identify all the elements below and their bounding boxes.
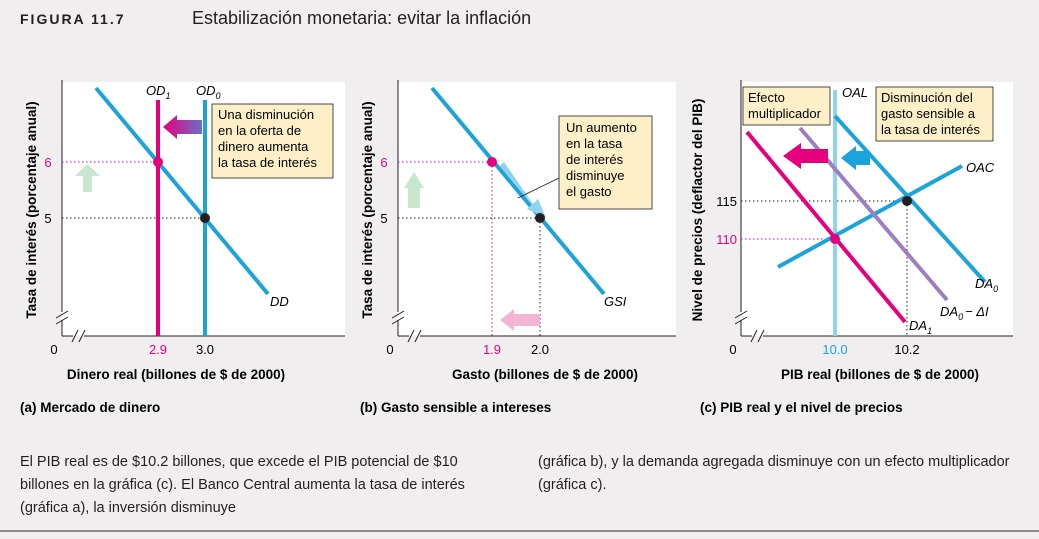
series-gsi-line <box>430 86 606 296</box>
panel-a: 0 OD1 OD0 DD 6 5 2.9 3.0 Una disminución… <box>20 80 345 415</box>
figure-header: FIGURA 11.7 Estabilización monetaria: ev… <box>0 0 1039 40</box>
series-oac-line <box>777 164 963 269</box>
x-tick-10-2: 10.2 <box>894 342 919 357</box>
panel-c: 0 OAL OAC DA0 DA0− ΔI DA1 115 110 10.0 1… <box>690 80 1013 415</box>
panel-label-a: (a) Mercado de dinero <box>20 400 160 415</box>
y-axis-label-b: Tasa de interés (porcentaje anual) <box>360 101 375 318</box>
od1-label: OD1 <box>146 83 171 101</box>
callout-c-multiplier-line-2: multiplicador <box>748 106 822 121</box>
oal-label: OAL <box>842 85 868 100</box>
y-tick-110: 110 <box>716 232 737 247</box>
callout-a-line-2: en la oferta de <box>218 123 301 138</box>
shift-arrow-a <box>163 115 202 139</box>
spending-arrow-c <box>841 146 870 170</box>
origin-label-a: 0 <box>50 342 57 357</box>
origin-label-c: 0 <box>729 342 736 357</box>
callout-c-multiplier-line-1: Efecto <box>748 90 785 105</box>
callout-c-spending-line-2: gasto sensible a <box>881 106 976 121</box>
callout-a-box <box>211 103 334 179</box>
multiplier-arrow-c <box>783 143 828 169</box>
da0-minus-di-label: DA0− ΔI <box>940 304 989 322</box>
y-tick-115: 115 <box>716 194 737 209</box>
od0-label: OD0 <box>196 83 221 101</box>
x-axis-break-c <box>750 329 765 343</box>
point-c-black <box>902 196 912 206</box>
gsi-label: GSI <box>604 294 627 309</box>
panel-label-b: (b) Gasto sensible a intereses <box>360 400 551 415</box>
y-axis-label-c: Nivel de precios (deflactor del PIB) <box>690 99 705 322</box>
caption-paragraph-right: (gráfica b), y la demanda agregada dismi… <box>538 454 1010 493</box>
callout-b-box <box>558 115 653 210</box>
x-axis-break-b <box>407 329 422 343</box>
x-axis-label-c: PIB real (billones de $ de 2000) <box>781 367 979 382</box>
callout-c-spending-line-1: Disminución del <box>881 90 973 105</box>
x-axis-label-b: Gasto (billones de $ de 2000) <box>452 367 638 382</box>
callout-b-line-4: disminuye <box>566 168 625 183</box>
callout-c-spending-box <box>875 86 994 142</box>
da1-label: DA1 <box>909 318 932 336</box>
up-arrow-b <box>404 172 424 208</box>
movement-arrow-b <box>500 162 546 218</box>
callout-a-line-3: dinero aumenta <box>218 139 309 154</box>
point-b-magenta <box>487 157 497 167</box>
point-a-black <box>200 213 210 223</box>
panel-label-c: (c) PIB real y el nivel de precios <box>700 400 903 415</box>
figure-title: Estabilización monetaria: evitar la infl… <box>192 8 532 28</box>
callout-c-multiplier-box <box>742 86 831 126</box>
point-b-black <box>535 213 545 223</box>
x-tick-3-0: 3.0 <box>196 342 214 357</box>
callout-a-line-4: la tasa de interés <box>218 155 318 170</box>
callout-b-line-3: de interés <box>566 152 624 167</box>
y-tick-5-a: 5 <box>44 211 51 226</box>
figure-label: FIGURA 11.7 <box>20 11 126 27</box>
x-tick-2-0: 2.0 <box>531 342 549 357</box>
callout-b-pointer <box>517 177 560 199</box>
x-tick-2-9: 2.9 <box>149 342 167 357</box>
origin-label-b: 0 <box>386 342 393 357</box>
y-tick-6-a: 6 <box>44 155 51 170</box>
panel-b: 0 GSI 6 5 1.9 2.0 Un aumento en la tasa … <box>360 80 676 415</box>
callout-b-line-5: el gasto <box>566 184 612 199</box>
series-da1-line <box>745 130 907 324</box>
dd-label: DD <box>270 294 289 309</box>
charts-area: 0 OD1 OD0 DD 6 5 2.9 3.0 Una disminución… <box>20 80 1013 415</box>
point-c-magenta <box>830 234 840 244</box>
x-axis-label-a: Dinero real (billones de $ de 2000) <box>67 367 285 382</box>
callout-b-line-2: en la tasa <box>566 136 623 151</box>
up-arrow-a <box>75 164 100 192</box>
callout-a-line-1: Una disminución <box>218 107 314 122</box>
figure-caption: El PIB real es de $10.2 billones, que ex… <box>0 438 1039 528</box>
y-axis-break-c <box>734 310 748 325</box>
bottom-rule <box>0 530 1039 532</box>
callout-c-spending-line-3: la tasa de interés <box>881 122 981 137</box>
y-axis-break-a <box>55 310 69 325</box>
y-tick-6-b: 6 <box>380 155 387 170</box>
caption-paragraph-left: El PIB real es de $10.2 billones, que ex… <box>20 454 465 516</box>
y-axis-label-a: Tasa de interés (porcentaje anual) <box>24 101 39 318</box>
x-axis-break-a <box>71 329 86 343</box>
da0-label: DA0 <box>975 276 998 294</box>
point-a-magenta <box>153 157 163 167</box>
y-tick-5-b: 5 <box>380 211 387 226</box>
left-arrow-b <box>500 309 540 331</box>
oac-label: OAC <box>966 160 995 175</box>
y-axis-break-b <box>391 310 405 325</box>
series-dd-line <box>94 86 270 296</box>
x-tick-1-9: 1.9 <box>483 342 501 357</box>
x-tick-10-0: 10.0 <box>822 342 847 357</box>
callout-b-line-1: Un aumento <box>566 120 637 135</box>
